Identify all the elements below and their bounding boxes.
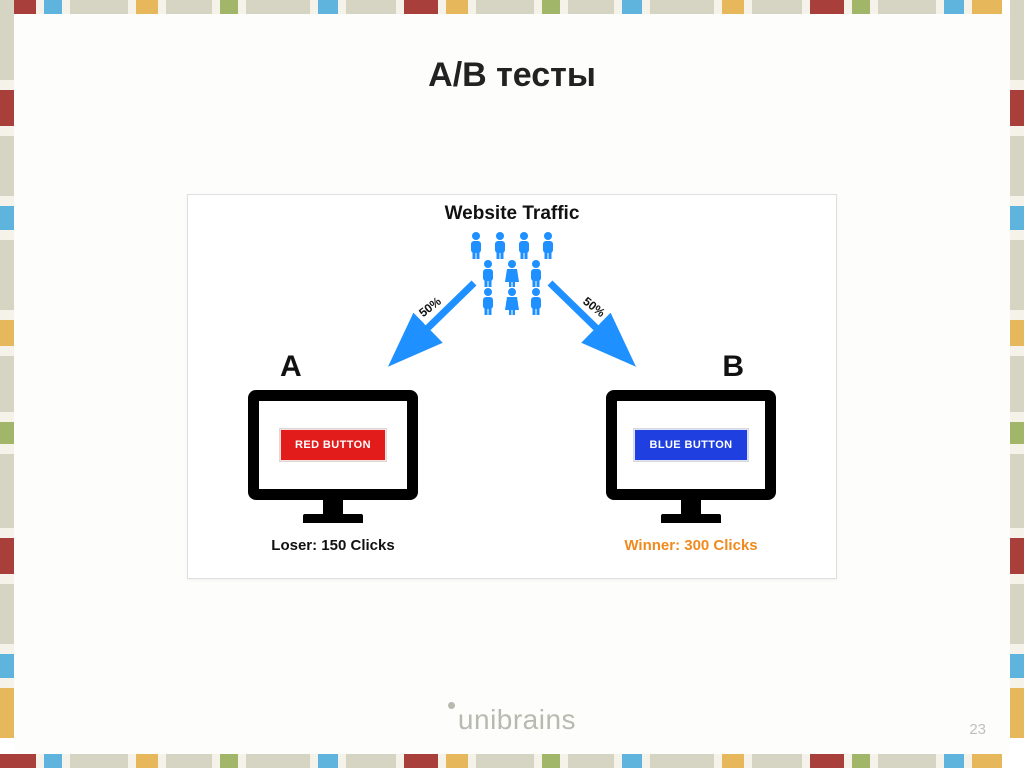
variant-a: A RED BUTTON Loser: 150 Clicks xyxy=(248,390,418,554)
border-stripe-top xyxy=(0,0,1024,14)
slide-content: A/B тесты Website Traffic xyxy=(14,14,1010,754)
ab-test-diagram: Website Traffic xyxy=(187,194,837,579)
page-number: 23 xyxy=(969,721,986,738)
monitor-icon: BLUE BUTTON xyxy=(606,390,776,500)
border-stripe-right xyxy=(1010,0,1024,768)
brand-logo: unibrains xyxy=(14,702,1010,736)
variant-b-result: Winner: 300 Clicks xyxy=(606,537,776,554)
variant-b-button: BLUE BUTTON xyxy=(634,429,747,461)
arrow-right-icon xyxy=(528,265,648,385)
border-stripe-bottom xyxy=(0,754,1024,768)
variant-a-label: A xyxy=(280,350,302,384)
monitor-icon: RED BUTTON xyxy=(248,390,418,500)
traffic-label: Website Traffic xyxy=(188,203,836,225)
variant-a-result: Loser: 150 Clicks xyxy=(248,537,418,554)
variant-a-button: RED BUTTON xyxy=(280,429,386,461)
page-title: A/B тесты xyxy=(14,56,1010,95)
variant-b: B BLUE BUTTON Winner: 300 Clicks xyxy=(606,390,776,554)
border-stripe-left xyxy=(0,0,14,768)
variant-b-label: B xyxy=(722,350,744,384)
arrow-left-icon xyxy=(376,265,496,385)
